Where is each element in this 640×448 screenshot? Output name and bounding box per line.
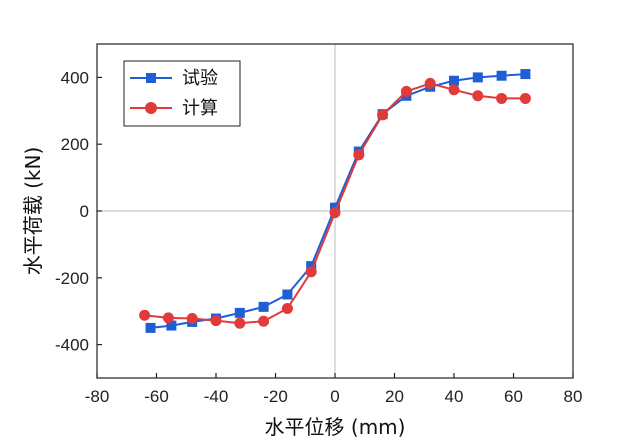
series-2-point	[472, 90, 484, 102]
series-2-point	[186, 313, 198, 325]
y-tick-label: -200	[55, 269, 89, 288]
series-1-point	[258, 301, 269, 312]
series-2-point	[377, 109, 389, 121]
series-2-point	[519, 92, 531, 104]
series-2-point	[139, 309, 151, 321]
series-1-point	[166, 320, 177, 331]
legend-marker-series-1	[146, 73, 156, 83]
y-tick-label: 200	[61, 135, 89, 154]
series-2-point	[329, 207, 341, 219]
y-tick-label: -400	[55, 336, 89, 355]
series-2-point	[210, 315, 222, 327]
series-2-point	[448, 84, 460, 96]
series-2-point	[353, 149, 365, 161]
x-tick-label: 60	[504, 387, 523, 406]
series-1-point	[306, 261, 317, 272]
series-2-point	[400, 85, 412, 97]
x-tick-label: 80	[564, 387, 583, 406]
series-2-point	[281, 303, 293, 315]
x-tick-label: -40	[204, 387, 229, 406]
x-tick-label: 40	[445, 387, 464, 406]
x-tick-label: 20	[385, 387, 404, 406]
series-layer	[139, 69, 531, 333]
legend-label-series-2: 计算	[182, 98, 218, 119]
series-2-point	[162, 312, 174, 324]
series-1-point	[449, 75, 459, 86]
x-tick-label: -20	[263, 387, 288, 406]
series-2-point	[305, 266, 317, 278]
x-axis-title: 水平位移 (mm)	[265, 415, 406, 439]
y-tick-label: 0	[80, 202, 89, 221]
x-tick-label: 0	[330, 387, 339, 406]
series-1-point	[234, 307, 245, 318]
series-1-point	[282, 289, 293, 300]
legend-marker-series-2	[145, 102, 157, 114]
series-1-point	[520, 69, 531, 80]
y-tick-label: 400	[61, 68, 89, 87]
series-1-point	[472, 72, 483, 83]
series-1-point	[496, 70, 507, 81]
x-tick-label: -80	[85, 387, 110, 406]
series-2-point	[496, 92, 508, 104]
legend-box	[123, 60, 241, 127]
legend-label-series-1: 试验	[182, 68, 218, 89]
legend: 试验 计算	[123, 60, 241, 127]
y-axis-title: 水平荷载 (kN)	[21, 147, 45, 276]
series-2-point	[258, 315, 270, 327]
series-2-point	[234, 317, 246, 329]
x-tick-label: -60	[144, 387, 169, 406]
series-2-point	[424, 77, 436, 89]
series-1-point	[145, 322, 156, 333]
